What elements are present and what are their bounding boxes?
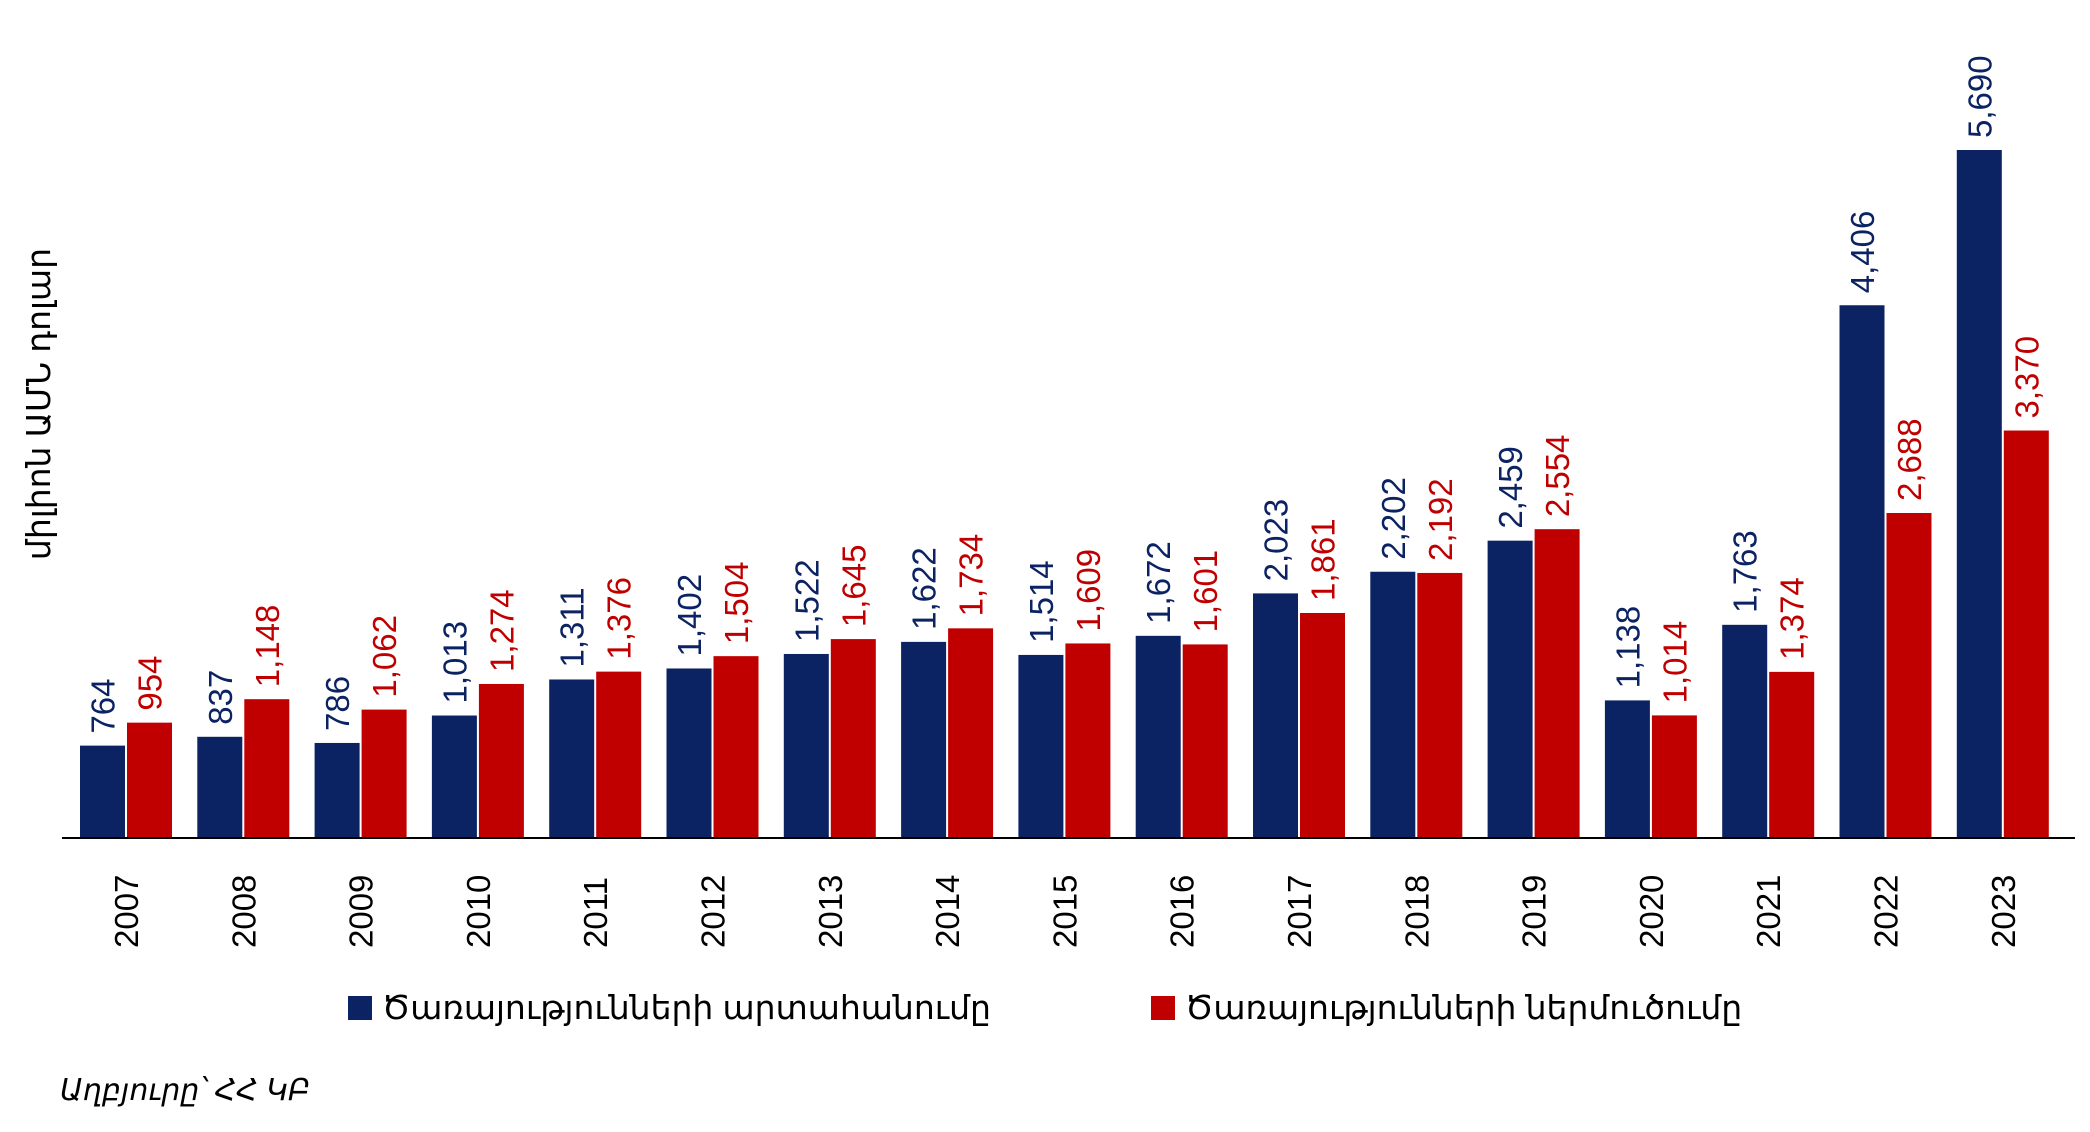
data-label-imports-2009: 1,062: [366, 615, 403, 698]
data-label-exports-2022: 4,406: [1844, 211, 1881, 294]
bar-exports-2019: [1487, 540, 1533, 838]
data-label-exports-2021: 1,763: [1727, 530, 1764, 613]
data-label-exports-2015: 1,514: [1023, 560, 1060, 643]
x-tick-label-2007: 2007: [108, 875, 145, 948]
x-tick-label-2008: 2008: [225, 875, 262, 948]
bar-imports-2010: [478, 683, 524, 838]
data-label-exports-2018: 2,202: [1375, 477, 1412, 560]
bar-exports-2022: [1839, 305, 1885, 838]
bar-imports-2020: [1651, 715, 1697, 838]
bar-exports-2015: [1018, 654, 1064, 838]
legend: Ծառայությունների արտահանումը Ծառայությու…: [0, 988, 2090, 1027]
legend-item-exports: Ծառայությունների արտահանումը: [347, 988, 991, 1027]
bar-exports-2016: [1135, 635, 1181, 838]
data-label-imports-2008: 1,148: [249, 605, 286, 688]
bar-exports-2018: [1370, 571, 1416, 838]
bar-exports-2010: [431, 715, 477, 838]
data-label-exports-2008: 837: [202, 670, 239, 725]
x-tick-label-2011: 2011: [577, 877, 614, 948]
x-tick-label-2012: 2012: [695, 875, 732, 948]
x-tick-label-2022: 2022: [1868, 875, 1905, 948]
data-label-imports-2020: 1,014: [1656, 621, 1693, 704]
bar-imports-2009: [361, 709, 407, 838]
data-label-exports-2016: 1,672: [1140, 541, 1177, 624]
bar-exports-2023: [1956, 150, 2002, 838]
legend-item-imports: Ծառայությունների ներմուծումը: [1150, 988, 1743, 1027]
bar-imports-2017: [1300, 612, 1345, 838]
bar-imports-2008: [244, 699, 290, 838]
x-tick-label-2015: 2015: [1046, 875, 1083, 948]
bar-imports-2018: [1417, 572, 1463, 838]
y-axis-label: միլիոն ԱՄՆ դոլար: [20, 248, 57, 560]
data-label-exports-2007: 764: [85, 679, 122, 734]
data-label-imports-2011: 1,376: [601, 577, 638, 660]
bar-exports-2013: [783, 653, 829, 838]
data-label-imports-2023: 3,370: [2008, 336, 2045, 419]
bar-imports-2013: [830, 639, 876, 838]
data-label-exports-2019: 2,459: [1492, 446, 1529, 529]
data-label-imports-2010: 1,274: [483, 589, 520, 672]
x-tick-label-2016: 2016: [1164, 875, 1201, 948]
legend-label-imports: Ծառայությունների ներմուծումը: [1184, 989, 1743, 1026]
data-label-imports-2014: 1,734: [953, 534, 990, 617]
data-label-exports-2011: 1,311: [554, 587, 591, 667]
data-label-exports-2020: 1,138: [1609, 606, 1646, 689]
bar-imports-2007: [127, 722, 172, 838]
bar-exports-2012: [666, 668, 712, 838]
data-label-imports-2007: 954: [132, 656, 169, 711]
x-tick-label-2010: 2010: [460, 875, 497, 948]
data-label-exports-2013: 1,522: [788, 559, 825, 642]
bar-exports-2009: [314, 742, 360, 838]
bar-exports-2017: [1253, 593, 1298, 838]
data-label-exports-2017: 2,023: [1258, 499, 1295, 582]
data-label-imports-2016: 1,601: [1187, 550, 1224, 633]
data-label-imports-2015: 1,609: [1070, 549, 1107, 632]
bar-exports-2020: [1604, 700, 1650, 838]
data-label-imports-2019: 2,554: [1539, 435, 1576, 518]
data-label-imports-2017: 1,861: [1305, 518, 1342, 601]
x-tick-label-2014: 2014: [929, 875, 966, 948]
bar-imports-2021: [1769, 671, 1815, 838]
bar-imports-2015: [1065, 643, 1111, 838]
bar-exports-2021: [1722, 624, 1768, 838]
data-label-exports-2023: 5,690: [1961, 55, 1998, 138]
x-tick-label-2018: 2018: [1398, 875, 1435, 948]
x-tick-label-2019: 2019: [1516, 875, 1553, 948]
legend-label-exports: Ծառայությունների արտահանումը: [381, 989, 991, 1026]
bar-imports-2023: [2003, 430, 2049, 838]
bar-imports-2019: [1534, 529, 1580, 838]
x-tick-label-2021: 2021: [1750, 875, 1787, 948]
x-tick-label-2020: 2020: [1633, 875, 1670, 948]
data-label-imports-2021: 1,374: [1774, 577, 1811, 660]
data-label-exports-2010: 1,013: [436, 621, 473, 704]
data-label-imports-2022: 2,688: [1891, 418, 1928, 501]
data-label-exports-2014: 1,622: [906, 547, 943, 630]
bar-imports-2011: [596, 671, 642, 838]
x-tick-label-2023: 2023: [1985, 875, 2022, 948]
data-label-exports-2012: 1,402: [671, 574, 708, 657]
legend-swatch-exports: [347, 995, 372, 1020]
data-label-exports-2009: 786: [319, 676, 356, 731]
data-label-imports-2012: 1,504: [718, 562, 755, 645]
data-label-imports-2013: 1,645: [835, 545, 872, 628]
x-tick-label-2009: 2009: [343, 875, 380, 948]
x-tick-label-2017: 2017: [1281, 875, 1318, 948]
x-tick-label-2013: 2013: [812, 875, 849, 948]
legend-swatch-imports: [1150, 995, 1175, 1020]
bar-imports-2016: [1182, 644, 1228, 838]
bar-exports-2011: [549, 679, 595, 838]
bar-imports-2014: [948, 628, 994, 838]
data-label-imports-2018: 2,192: [1422, 478, 1459, 561]
bar-exports-2007: [80, 745, 125, 838]
bar-imports-2012: [713, 656, 759, 838]
bar-exports-2008: [197, 736, 243, 838]
bar-imports-2022: [1886, 512, 1932, 838]
source-note: Աղբյուրը՝ ՀՀ ԿԲ: [60, 1074, 311, 1107]
bar-exports-2014: [901, 641, 947, 838]
